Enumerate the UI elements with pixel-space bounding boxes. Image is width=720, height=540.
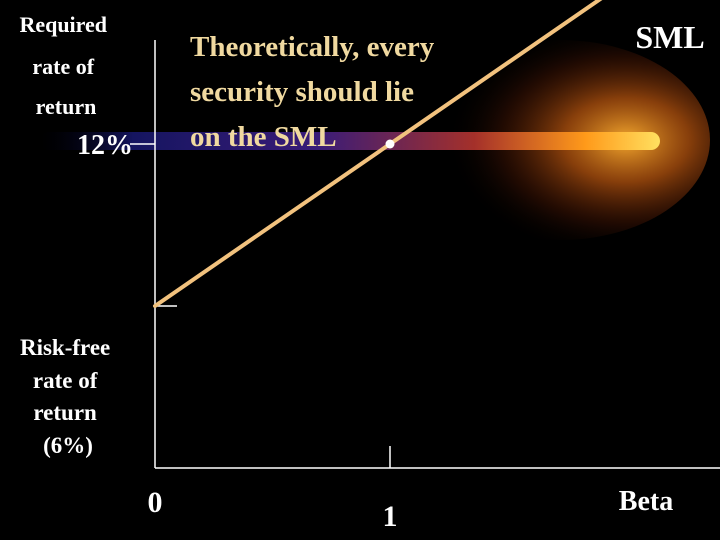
- sml-series-line: [153, 0, 603, 308]
- x-tick-label-1: 1: [383, 500, 398, 533]
- sml-series-label: SML: [635, 19, 704, 55]
- x-axis-label: Beta: [619, 486, 673, 517]
- y-tick-label-12: 12%: [77, 130, 133, 161]
- market-point-marker: [385, 139, 395, 149]
- x-tick-label-0: 0: [148, 486, 163, 519]
- risk-free-label: Risk-free rate of return (6%): [20, 335, 116, 458]
- y-axis-label: Required rate of return: [19, 12, 112, 119]
- decorative-glow: [40, 40, 710, 240]
- chart-title: Theoretically, every security should lie…: [190, 31, 442, 153]
